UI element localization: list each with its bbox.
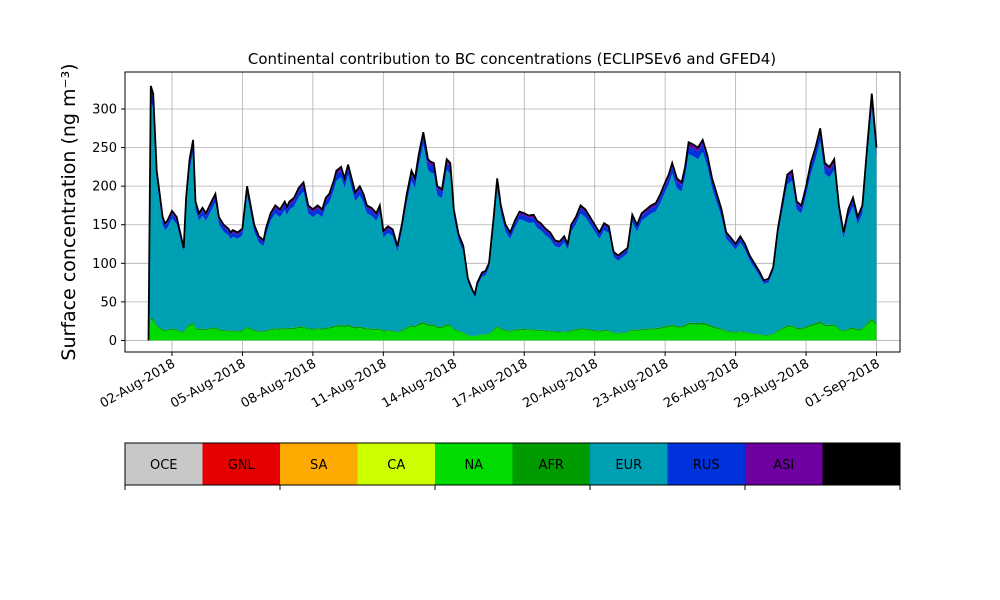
legend-swatch-eur: [590, 443, 668, 485]
x-tick-label: 01-Sep-2018: [803, 356, 883, 411]
x-tick-label: 23-Aug-2018: [591, 356, 671, 411]
x-tick-label: 20-Aug-2018: [520, 356, 600, 411]
y-tick-label: 50: [100, 295, 117, 310]
y-tick-label: 300: [92, 103, 117, 118]
y-tick-label: 200: [92, 180, 117, 195]
legend-label-ca: CA: [387, 458, 405, 473]
area-eur: [148, 101, 877, 341]
legend-label-aus: AUS: [848, 458, 875, 473]
x-tick-label: 14-Aug-2018: [379, 356, 459, 411]
legend-swatch-oce: [125, 443, 203, 485]
legend-label-afr: AFR: [539, 458, 564, 473]
legend-label-asi: ASI: [773, 458, 794, 473]
legend-label-gnl: GNL: [228, 458, 256, 473]
legend-swatch-gnl: [202, 443, 281, 485]
legend-label-oce: OCE: [150, 458, 178, 473]
legend-swatch-na: [435, 443, 513, 485]
legend-swatch-ca: [357, 443, 436, 485]
x-tick-label: 02-Aug-2018: [98, 356, 178, 411]
total-line: [147, 85, 878, 341]
legend-label-rus: RUS: [693, 458, 720, 473]
legend-swatch-rus: [667, 443, 746, 485]
legend-swatch-aus: [822, 443, 901, 485]
stacked-areas: [147, 85, 878, 341]
area-na: [148, 320, 877, 341]
legend-frame: [124, 442, 901, 486]
y-axis-label: Surface concentration (ng m⁻³): [58, 63, 80, 360]
plot-frame: [124, 71, 901, 353]
x-tick-label: 11-Aug-2018: [309, 356, 389, 411]
legend-swatch-asi: [745, 443, 823, 485]
y-tick-label: 250: [92, 141, 117, 156]
x-tick-label: 05-Aug-2018: [168, 356, 248, 411]
y-tick-label: 150: [92, 218, 117, 233]
x-tick-label: 08-Aug-2018: [239, 356, 319, 411]
legend-label-sa: SA: [310, 458, 327, 473]
x-tick-label: 29-Aug-2018: [732, 356, 812, 411]
legend: OCE GNL SA CA NA AFR EUR RUS ASI AUS: [124, 442, 901, 490]
x-tick-label: 26-Aug-2018: [661, 356, 741, 411]
legend-label-na: NA: [464, 458, 483, 473]
legend-swatch-afr: [512, 443, 591, 485]
area-rus: [148, 91, 877, 341]
area-afr: [148, 317, 877, 341]
legend-swatch-sa: [280, 443, 358, 485]
legend-label-eur: EUR: [615, 458, 642, 473]
x-tick-label: 17-Aug-2018: [450, 356, 530, 411]
y-tick-label: 0: [109, 334, 117, 349]
y-tick-label: 100: [92, 257, 117, 272]
chart-title: Continental contribution to BC concentra…: [248, 50, 776, 68]
